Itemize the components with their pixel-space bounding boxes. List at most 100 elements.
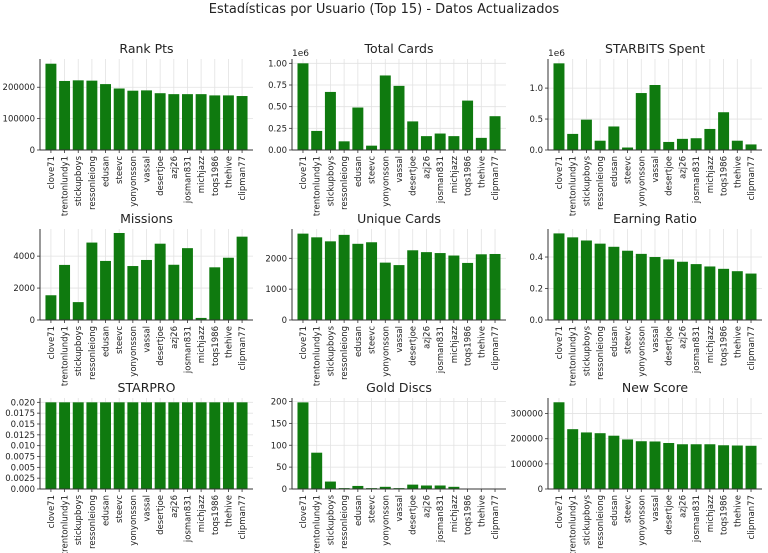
x-tick-label: yonyonsson — [637, 495, 647, 546]
x-tick-label: trentonlundy1 — [569, 326, 579, 386]
x-tick-label: desertjoe — [409, 156, 419, 196]
y-tick-label: 0 — [282, 316, 287, 326]
y-tick-label: 2000 — [13, 284, 35, 294]
bar — [567, 237, 579, 320]
bar — [209, 95, 221, 150]
y-tick-label: 0.015 — [11, 420, 35, 430]
bar — [168, 402, 180, 489]
bar — [407, 484, 419, 489]
x-tick-label: josman831 — [692, 326, 702, 374]
bar — [420, 136, 432, 150]
bar — [489, 116, 501, 150]
bar — [635, 93, 647, 150]
x-tick-label: thehive — [477, 156, 487, 188]
x-tick-label: trentonlundy1 — [313, 495, 323, 553]
x-tick-label: clipman77 — [491, 326, 501, 370]
bar — [434, 133, 446, 150]
bar — [379, 486, 391, 489]
bar — [379, 75, 391, 150]
bar — [745, 445, 757, 489]
bar — [222, 95, 234, 150]
y-tick-label: 0.25 — [268, 124, 287, 134]
x-tick-label: ressonleiong — [596, 495, 606, 549]
bar — [553, 233, 565, 320]
bar — [690, 444, 702, 489]
bar — [338, 234, 350, 320]
bar — [366, 242, 378, 320]
bar — [324, 241, 336, 320]
x-tick-label: desertjoe — [156, 326, 166, 366]
x-tick-label: edusan — [354, 326, 364, 357]
y-tick-label: 1.00 — [268, 59, 287, 69]
x-tick-label: ressonleiong — [340, 326, 350, 380]
y-tick-label: 2000 — [265, 254, 287, 264]
bar — [72, 302, 84, 320]
x-tick-label: michjazz — [706, 494, 716, 532]
y-tick-label: 100 — [271, 441, 287, 451]
x-tick-label: desertjoe — [409, 326, 419, 366]
x-tick-label: edusan — [610, 495, 620, 526]
x-tick-label: michjazz — [450, 325, 460, 363]
bar — [553, 63, 565, 151]
x-tick-label: clove71 — [299, 156, 309, 189]
bar — [580, 119, 592, 150]
x-tick-label: yonyonsson — [381, 156, 391, 207]
x-tick-label: stickupboys — [582, 155, 592, 206]
x-tick-label: desertjoe — [665, 326, 675, 366]
bar — [352, 243, 364, 320]
bar — [420, 252, 432, 320]
x-tick-label: michjazz — [706, 325, 716, 363]
bar — [59, 402, 71, 489]
subplot-title: Missions — [120, 211, 173, 226]
bar — [154, 93, 166, 150]
bar — [635, 253, 647, 320]
x-tick-label: michjazz — [197, 494, 207, 532]
y-tick-label: 0 — [30, 316, 35, 326]
axis-offset-label: 1e6 — [548, 49, 565, 59]
x-tick-label: steevc — [624, 156, 634, 184]
subplot-title: Earning Ratio — [613, 211, 697, 226]
y-tick-label: 4000 — [13, 252, 35, 262]
x-tick-label: clipman77 — [747, 326, 757, 370]
y-tick-label: 100000 — [511, 460, 543, 470]
x-tick-label: edusan — [610, 326, 620, 357]
bar — [420, 485, 432, 489]
x-tick-label: stickupboys — [74, 155, 84, 206]
x-tick-label: clipman77 — [491, 495, 501, 539]
x-tick-label: stickupboys — [326, 325, 336, 376]
bar — [731, 445, 743, 489]
x-tick-label: yonyonsson — [381, 495, 391, 546]
x-tick-label: stickupboys — [582, 494, 592, 545]
x-tick-label: azj26 — [170, 156, 180, 179]
bar — [168, 264, 180, 320]
bar — [352, 107, 364, 150]
subplot-title: Rank Pts — [119, 41, 173, 56]
bar — [72, 80, 84, 150]
bar — [100, 402, 111, 489]
x-tick-label: stickupboys — [326, 494, 336, 545]
x-tick-label: josman831 — [183, 495, 193, 543]
bar — [594, 243, 606, 320]
x-tick-label: thehive — [733, 495, 743, 527]
bar — [86, 242, 98, 320]
x-tick-label: desertjoe — [665, 156, 675, 196]
x-tick-label: stickupboys — [74, 325, 84, 376]
bar — [45, 295, 57, 320]
x-tick-label: michjazz — [450, 494, 460, 532]
x-tick-label: josman831 — [183, 326, 193, 374]
x-tick-label: desertjoe — [156, 156, 166, 196]
bar — [195, 317, 207, 320]
bar — [366, 145, 378, 150]
x-tick-label: steevc — [368, 156, 378, 184]
bar — [718, 445, 730, 489]
x-tick-label: michjazz — [706, 155, 716, 193]
x-tick-label: thehive — [733, 326, 743, 358]
x-tick-label: josman831 — [692, 495, 702, 543]
x-tick-label: steevc — [624, 495, 634, 523]
x-tick-label: toqs1986 — [211, 326, 221, 366]
x-tick-label: edusan — [102, 326, 112, 357]
bar — [338, 141, 350, 150]
bar — [622, 147, 634, 150]
subplot-starbits-spent: STARBITS Spent 1e6 0.0 0.5 1.0 clove71 trenton… — [529, 41, 762, 216]
subplot-earning-ratio: Earning Ratio 0.0 0.2 0.4 clove71 trentonlund… — [529, 211, 762, 386]
